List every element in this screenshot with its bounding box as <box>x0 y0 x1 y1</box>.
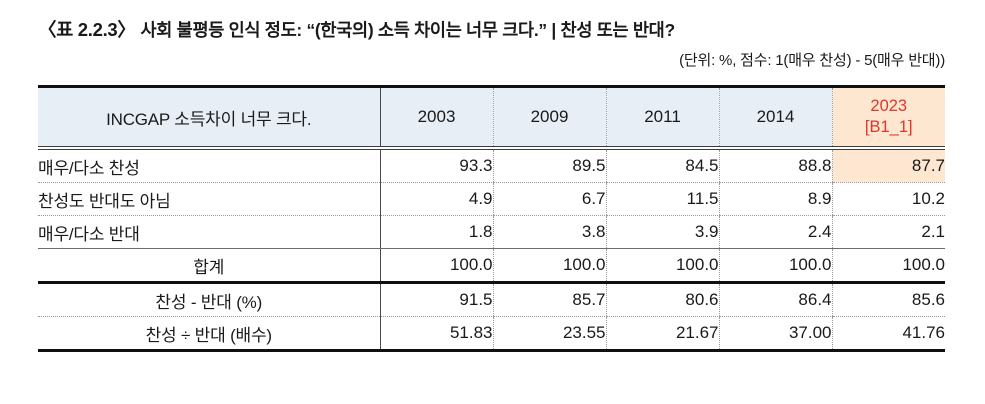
cell-value: 11.5 <box>605 182 719 216</box>
cell-value: 51.83 <box>449 323 493 342</box>
table-title: 〈표 2.2.3〉 사회 불평등 인식 정도: “(한국의) 소득 차이는 너무… <box>38 16 945 44</box>
cell-value: 3.8 <box>492 215 606 249</box>
cell-value: 1.8 <box>380 215 493 249</box>
header-year-2023-code: [B1_1] <box>864 118 913 136</box>
cell-value: 93.3 <box>380 148 493 183</box>
cell-value-highlighted: 87.7 <box>831 148 945 183</box>
table-row-ratio: 찬성 ÷ 반대 (배수) 51.83 23.55 21.67 37.00 41.… <box>38 316 945 351</box>
cell-value: 84.5 <box>605 148 719 183</box>
header-year-2003: 2003 <box>380 86 493 150</box>
header-year-2011: 2011 <box>605 86 719 150</box>
statistics-table: INCGAP 소득차이 너무 크다. 2003 2009 2011 2014 2… <box>38 85 945 352</box>
cell-value: 91.5 <box>380 282 493 317</box>
header-variable-label: INCGAP 소득차이 너무 크다. <box>38 86 381 150</box>
row-label: 찬성 - 반대 (%) <box>38 282 381 317</box>
unit-note: (단위: %, 점수: 1(매우 찬성) - 5(매우 반대)) <box>679 52 945 69</box>
table-row-diff: 찬성 - 반대 (%) 91.5 85.7 80.6 86.4 85.6 <box>38 282 945 317</box>
cell-value: 100.0 <box>718 248 832 284</box>
cell-value: 3.9 <box>605 215 719 249</box>
cell-value: 85.6 <box>831 282 945 317</box>
cell-value: 100.0 <box>831 248 945 284</box>
table-row-total: 합계 100.0 100.0 100.0 100.0 100.0 <box>38 248 945 284</box>
cell-value: 23.55 <box>492 316 606 351</box>
header-year-2014: 2014 <box>718 86 832 150</box>
cell-value: 4.9 <box>380 182 493 216</box>
cell-value: 88.8 <box>718 148 832 183</box>
cell-value: 86.4 <box>718 282 832 317</box>
row-label: 합계 <box>38 248 381 284</box>
cell-value: 8.9 <box>718 182 832 216</box>
row-label: 매우/다소 반대 <box>38 215 381 249</box>
cell-value: 2.4 <box>718 215 832 249</box>
header-year-2009: 2009 <box>492 86 606 150</box>
row-label: 찬성도 반대도 아님 <box>38 182 381 216</box>
cell-value: 10.2 <box>831 182 945 216</box>
table-row-disagree: 매우/다소 반대 1.8 3.8 3.9 2.4 2.1 <box>38 215 945 249</box>
cell-value: 100.0 <box>605 248 719 284</box>
header-row: INCGAP 소득차이 너무 크다. 2003 2009 2011 2014 2… <box>38 86 945 150</box>
cell-value: 100.0 <box>492 248 606 284</box>
row-label: 매우/다소 찬성 <box>38 148 381 183</box>
cell-value: 41.76 <box>831 316 945 351</box>
table-caption: 사회 불평등 인식 정도: “(한국의) 소득 차이는 너무 크다.” | 찬성… <box>140 20 675 40</box>
cell-value: 21.67 <box>605 316 719 351</box>
row-label: 찬성 ÷ 반대 (배수) <box>38 316 381 351</box>
cell-value: 37.00 <box>718 316 832 351</box>
cell-value: 2.1 <box>831 215 945 249</box>
cell-value: 85.7 <box>492 282 606 317</box>
table-row-neutral: 찬성도 반대도 아님 4.9 6.7 11.5 8.9 10.2 <box>38 182 945 216</box>
header-year-2023: 2023 [B1_1] <box>831 86 945 150</box>
cell-value: 6.7 <box>492 182 606 216</box>
header-year-2023-value: 2023 <box>870 97 908 115</box>
cell-value: 100.0 <box>380 248 493 284</box>
table-number: 〈표 2.2.3〉 <box>38 19 136 40</box>
cell-value: 89.5 <box>492 148 606 183</box>
table-row-agree: 매우/다소 찬성 93.3 89.5 84.5 88.8 87.7 <box>38 148 945 183</box>
cell-value: 80.6 <box>605 282 719 317</box>
